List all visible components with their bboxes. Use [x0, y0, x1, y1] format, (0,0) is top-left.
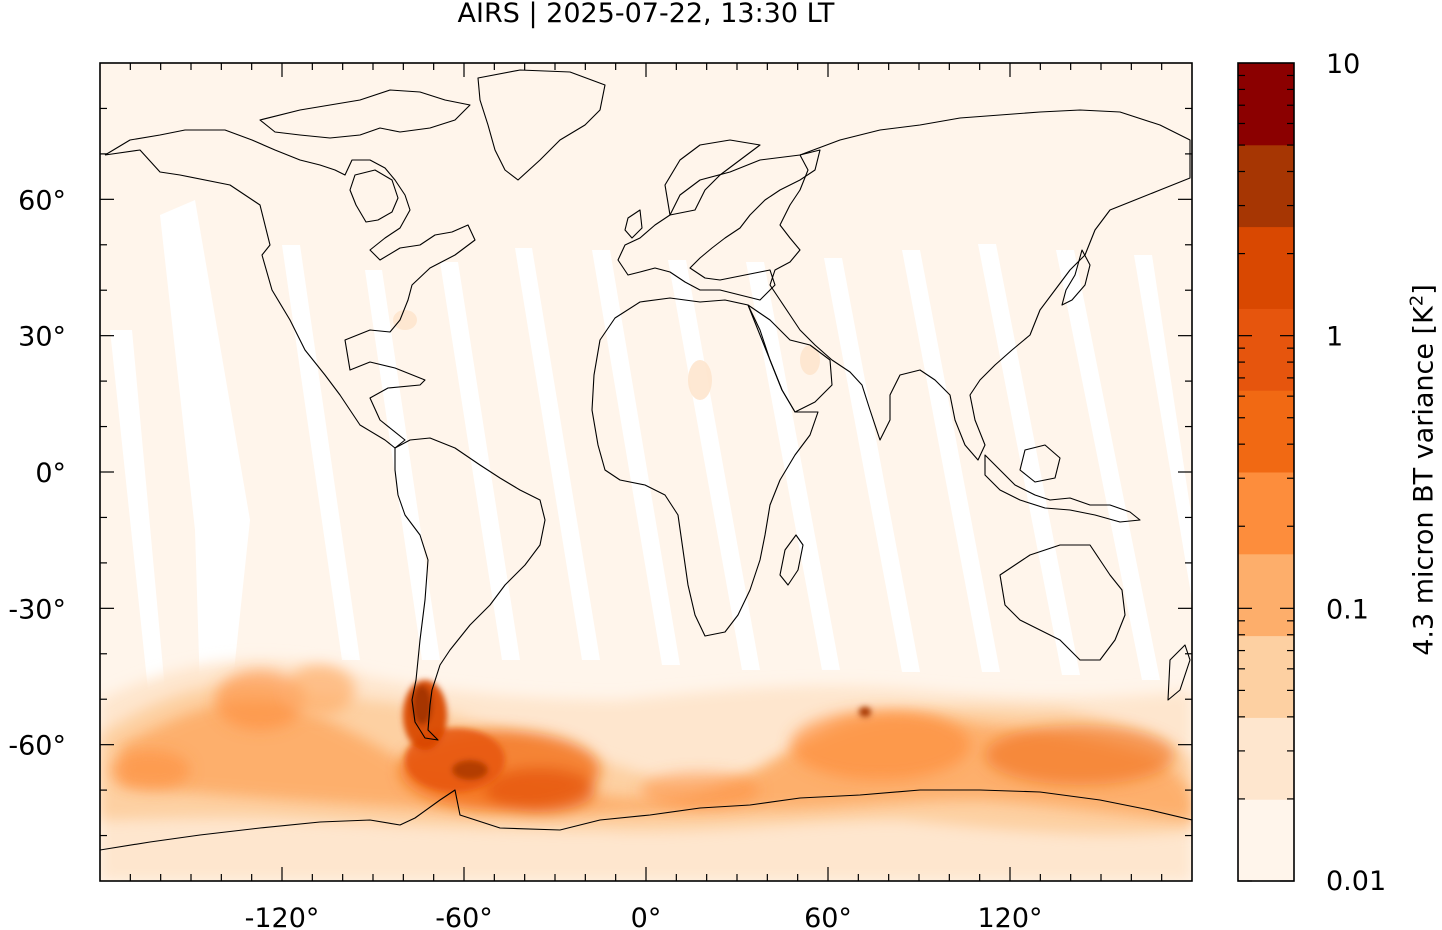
lat-tick-label: 0°	[35, 458, 66, 489]
hotspot-south-indian	[859, 707, 871, 717]
swath-gap	[978, 244, 1080, 675]
swath-gap	[160, 200, 250, 690]
colorbar-tick-label: 0.1	[1326, 594, 1369, 625]
swath-gap	[902, 250, 1000, 672]
variance-patch	[215, 670, 305, 730]
hotspot-drake-core	[452, 760, 488, 780]
swath-gap	[668, 260, 760, 670]
coastline-australia	[999, 544, 1126, 661]
map-title: AIRS | 2025-07-22, 13:30 LT	[457, 0, 835, 29]
swath-gap	[1056, 250, 1160, 680]
colorbar-segment	[1238, 635, 1294, 718]
variance-patch	[790, 710, 970, 780]
coastline-indonesia	[984, 454, 1141, 523]
swath-gap	[440, 262, 520, 660]
coastline-africa	[591, 297, 819, 637]
swath-gaps	[110, 200, 1192, 690]
coastline-greenland	[477, 69, 606, 181]
colorbar-label-end: ]	[1408, 284, 1440, 295]
map-ticks	[100, 63, 1192, 881]
lat-tick-label: 30°	[18, 322, 66, 353]
variance-patch	[393, 310, 417, 330]
colorbar-segment	[1238, 390, 1294, 473]
coastline-asia	[769, 109, 1191, 461]
swath-gap	[592, 250, 680, 665]
swath-gap	[746, 262, 840, 670]
coastline-antarctica	[100, 789, 1192, 851]
swath-gap	[365, 270, 440, 660]
colorbar-tick-label: 0.01	[1326, 866, 1386, 897]
lon-tick-label: 60°	[804, 903, 852, 930]
map-tick-labels: -120° -60° 0° 60° 120° 60° 30° 0° -30° -60°	[8, 185, 1042, 930]
colorbar-segment	[1238, 472, 1294, 555]
lon-tick-label: -120°	[245, 903, 320, 930]
lat-tick-label: -60°	[8, 731, 66, 762]
variance-patch	[985, 725, 1175, 785]
variance-patch	[285, 665, 355, 715]
swath-gap	[824, 258, 920, 672]
colorbar-tick-label: 1	[1326, 322, 1343, 353]
colorbar-ticks	[1238, 74, 1294, 882]
variance-patch	[485, 768, 595, 812]
coastlines	[100, 69, 1192, 851]
lat-tick-label: 60°	[18, 185, 66, 216]
lat-tick-label: -30°	[8, 594, 66, 625]
colorbar-label: 4.3 micron BT variance [K2]	[1406, 284, 1440, 656]
lon-tick-label: 120°	[977, 903, 1042, 930]
hotspot-andes-peak	[412, 685, 432, 725]
colorbar-frame	[1237, 62, 1295, 882]
lon-tick-label: -60°	[435, 903, 493, 930]
coastline-new-zealand	[1167, 644, 1191, 701]
swath-gap	[1134, 255, 1192, 600]
colorbar-segment	[1238, 226, 1294, 309]
variance-patch	[688, 360, 712, 400]
colorbar-segment	[1238, 144, 1294, 228]
coastline-borneo	[1019, 444, 1061, 483]
variance-patch	[640, 772, 760, 808]
colorbar	[1238, 63, 1294, 882]
swath-gap	[110, 330, 165, 690]
coastline-arabia	[747, 304, 833, 413]
colorbar-segment	[1238, 799, 1294, 882]
coastline-japan	[1061, 249, 1091, 306]
swath-gap	[515, 248, 600, 660]
colorbar-tick-label: 10	[1326, 49, 1360, 80]
variance-field	[100, 310, 1192, 881]
coastline-madagascar	[779, 534, 804, 586]
variance-patch	[110, 750, 190, 790]
colorbar-label-sup: 2	[1406, 294, 1428, 307]
coastline-south-america	[394, 437, 546, 741]
lon-tick-label: 0°	[631, 903, 662, 930]
variance-patch	[800, 345, 820, 375]
swath-gap	[282, 245, 360, 660]
coastline-canadian-arctic	[259, 89, 471, 139]
coastline-europe	[617, 149, 821, 301]
coastline-scandinavia	[664, 139, 761, 216]
coastline-british-isles	[624, 209, 643, 239]
colorbar-segment	[1238, 553, 1294, 637]
coastline-north-america	[104, 129, 476, 449]
colorbar-tick-labels: 10 1 0.1 0.01	[1326, 49, 1386, 897]
colorbar-segment	[1238, 63, 1294, 146]
colorbar-segment	[1238, 717, 1294, 800]
colorbar-segment	[1238, 308, 1294, 391]
coastline-hudson-bay	[349, 169, 399, 223]
colorbar-label-main: 4.3 micron BT variance [K	[1408, 306, 1440, 656]
